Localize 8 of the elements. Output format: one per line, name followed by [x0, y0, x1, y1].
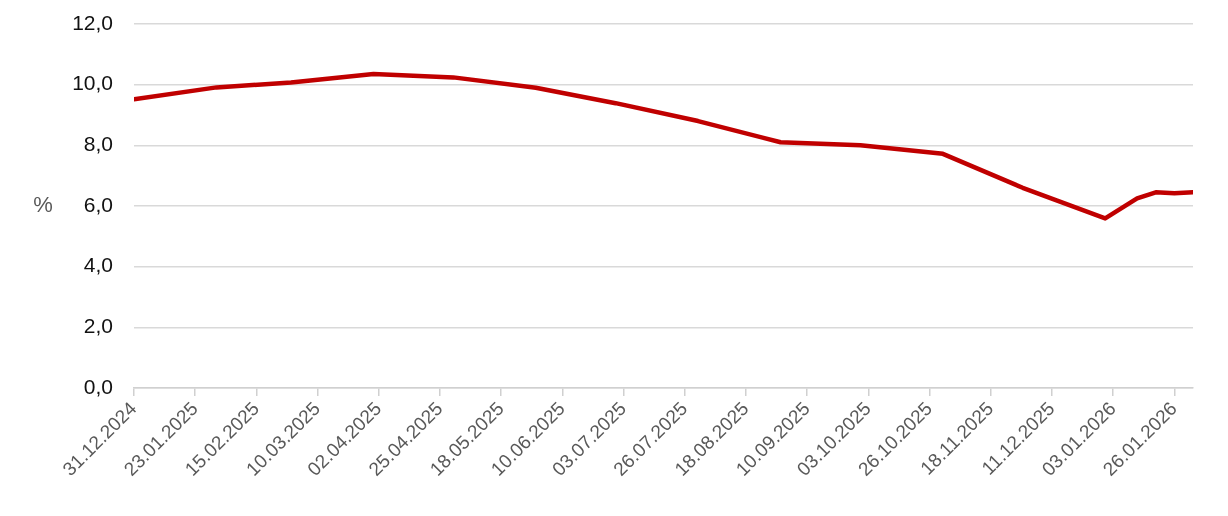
- y-tick-label: 8,0: [83, 132, 113, 156]
- y-tick-label: 12,0: [72, 10, 113, 34]
- y-tick-label: 4,0: [83, 253, 113, 277]
- y-axis-title: %: [33, 192, 53, 218]
- y-tick-label: 2,0: [83, 314, 113, 338]
- y-tick-label: 10,0: [72, 71, 113, 95]
- y-tick-label: 6,0: [83, 192, 113, 216]
- y-tick-label: 0,0: [83, 374, 113, 398]
